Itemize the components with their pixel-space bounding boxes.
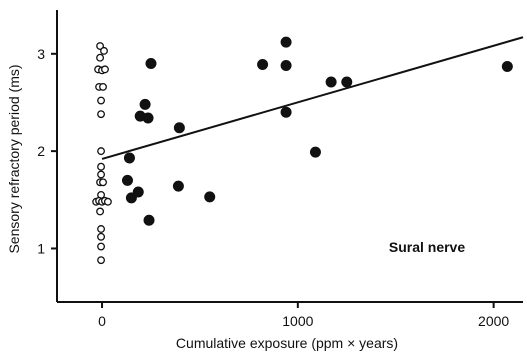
data-point-unexposed (97, 96, 106, 105)
data-point-unexposed (97, 170, 106, 179)
data-point-exposed (341, 76, 353, 88)
y-axis-label: Sensory refractory period (ms) (6, 64, 22, 253)
data-point-exposed (139, 98, 151, 110)
data-point-unexposed (97, 225, 106, 233)
y-tick-label: 1 (37, 240, 45, 256)
data-point-unexposed (97, 256, 106, 265)
x-axis-label: Cumulative exposure (ppm × years) (176, 335, 398, 351)
data-point-unexposed (99, 178, 107, 187)
data-point-exposed (280, 59, 292, 71)
data-point-exposed (280, 106, 292, 118)
axes (56, 10, 523, 303)
data-point-unexposed (97, 232, 106, 241)
annotation-sural-nerve: Sural nerve (389, 239, 465, 255)
data-point-exposed (143, 214, 155, 226)
data-point-unexposed (96, 53, 105, 62)
data-point-exposed (204, 191, 216, 203)
data-point-exposed (132, 186, 144, 198)
data-point-exposed (142, 112, 154, 124)
data-point-exposed (257, 59, 269, 71)
regression-line (101, 36, 524, 160)
data-point-exposed (501, 60, 513, 72)
data-point-unexposed (101, 65, 109, 74)
x-tick-label: 2000 (478, 313, 509, 329)
data-point-exposed (173, 122, 185, 134)
y-tick-label: 2 (37, 143, 45, 159)
data-point-exposed (121, 174, 133, 186)
data-point-exposed (280, 36, 292, 48)
data-point-unexposed (99, 82, 107, 91)
data-point-exposed (325, 76, 337, 88)
ticks: 0 1000 2000 1 2 3 (37, 46, 509, 329)
data-point-unexposed (96, 207, 105, 216)
data-point-exposed (145, 58, 157, 70)
data-point-exposed (309, 146, 321, 158)
data-point-unexposed (100, 46, 108, 55)
data-point-unexposed (97, 242, 106, 251)
data-point-unexposed (103, 197, 112, 206)
data-point-unexposed (97, 147, 106, 156)
x-tick-label: 1000 (282, 313, 313, 329)
x-tick-label: 0 (98, 313, 106, 329)
data-point-unexposed (97, 110, 106, 119)
data-point-unexposed (97, 162, 106, 171)
data-point-exposed (123, 152, 135, 164)
y-tick-label: 3 (37, 46, 45, 62)
data-points (92, 36, 513, 265)
data-point-exposed (172, 180, 184, 192)
